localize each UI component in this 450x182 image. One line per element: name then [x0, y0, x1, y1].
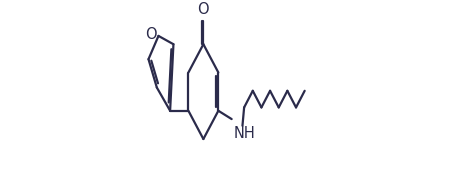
Text: O: O — [198, 2, 209, 17]
Text: O: O — [145, 27, 157, 42]
Text: NH: NH — [233, 126, 255, 141]
